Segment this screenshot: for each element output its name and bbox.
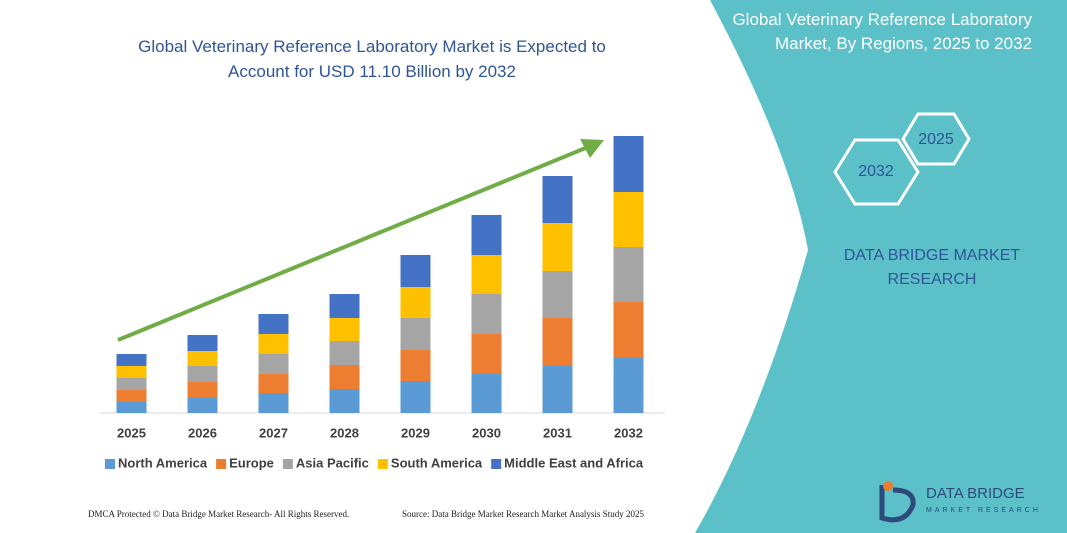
logo-tagline: MARKET RESEARCH: [926, 507, 1041, 514]
footer-left: DMCA Protected © Data Bridge Market Rese…: [88, 509, 349, 519]
bar-segment: [400, 350, 431, 381]
bar-segment: [187, 335, 218, 351]
legend-label: Asia Pacific: [296, 455, 369, 470]
legend-label: North America: [118, 455, 208, 470]
logo-name: DATA BRIDGE: [926, 485, 1025, 502]
footer-right: Source: Data Bridge Market Research Mark…: [402, 509, 644, 519]
brand-text: DATA BRIDGE MARKET RESEARCH: [844, 247, 1021, 288]
bar-segment: [400, 287, 431, 318]
bar-segment: [542, 271, 573, 318]
bar-segment: [116, 402, 147, 413]
bar-segment: [400, 255, 431, 287]
bar-segment: [116, 390, 147, 402]
bar-segment: [258, 314, 289, 334]
bar-segment: [613, 302, 644, 358]
x-tick-label: 2025: [117, 425, 146, 440]
x-tick-label: 2028: [330, 425, 359, 440]
bar-segment: [258, 354, 289, 374]
bar-segment: [258, 334, 289, 354]
legend-swatch: [491, 459, 502, 469]
bar-segment: [542, 318, 573, 366]
x-tick-label: 2031: [543, 425, 572, 440]
bar-segment: [187, 366, 218, 382]
bar-segment: [187, 351, 218, 366]
bar-segment: [400, 318, 431, 350]
bar-segment: [258, 374, 289, 393]
bar-segment: [187, 398, 218, 413]
legend-swatch: [216, 459, 227, 469]
x-tick-label: 2030: [472, 425, 501, 440]
bar-segment: [613, 247, 644, 302]
bar-segment: [329, 389, 360, 413]
bar-segment: [471, 374, 502, 413]
panel-title: Global Veterinary Reference Laboratory Ma…: [732, 10, 1032, 53]
legend-swatch: [105, 459, 115, 469]
legend-label: Middle East and Africa: [504, 455, 644, 470]
bar-segment: [400, 381, 431, 413]
trend-arrow: [117, 145, 589, 342]
hexagon: [901, 112, 971, 166]
x-tick-label: 2032: [614, 425, 643, 440]
bar-segment: [471, 294, 502, 334]
bar-segment: [187, 382, 218, 398]
bar-segment: [116, 354, 147, 366]
hex-label: 2032: [858, 163, 894, 180]
bar-segment: [116, 378, 147, 390]
bar-segment: [542, 223, 573, 271]
x-tick-label: 2026: [188, 425, 217, 440]
hexagon: [833, 138, 920, 206]
x-tick-label: 2029: [401, 425, 430, 440]
bar-segment: [329, 365, 360, 389]
x-tick-label: 2027: [259, 425, 288, 440]
bar-segment: [116, 366, 147, 378]
bar-segment: [471, 334, 502, 374]
legend-swatch: [282, 459, 293, 469]
bar-segment: [329, 318, 360, 341]
legend-label: Europe: [229, 455, 274, 470]
logo-mark: [879, 485, 916, 523]
bar-segment: [542, 176, 573, 223]
bar-segment: [258, 393, 289, 413]
bar-segment: [613, 136, 644, 192]
chart-title: Global Veterinary Reference Laboratory M…: [138, 37, 606, 81]
logo-dot: [883, 481, 893, 491]
hex-label: 2025: [918, 131, 954, 148]
bar-segment: [471, 255, 502, 294]
legend-swatch: [377, 459, 388, 469]
bar-segment: [542, 366, 573, 413]
legend-label: South America: [391, 455, 483, 470]
arrow-head: [580, 139, 604, 158]
bar-segment: [329, 294, 360, 318]
bar-segment: [613, 192, 644, 247]
side-panel: [695, 0, 1067, 533]
bar-segment: [329, 341, 360, 365]
bar-segment: [613, 358, 644, 413]
bar-segment: [471, 215, 502, 255]
